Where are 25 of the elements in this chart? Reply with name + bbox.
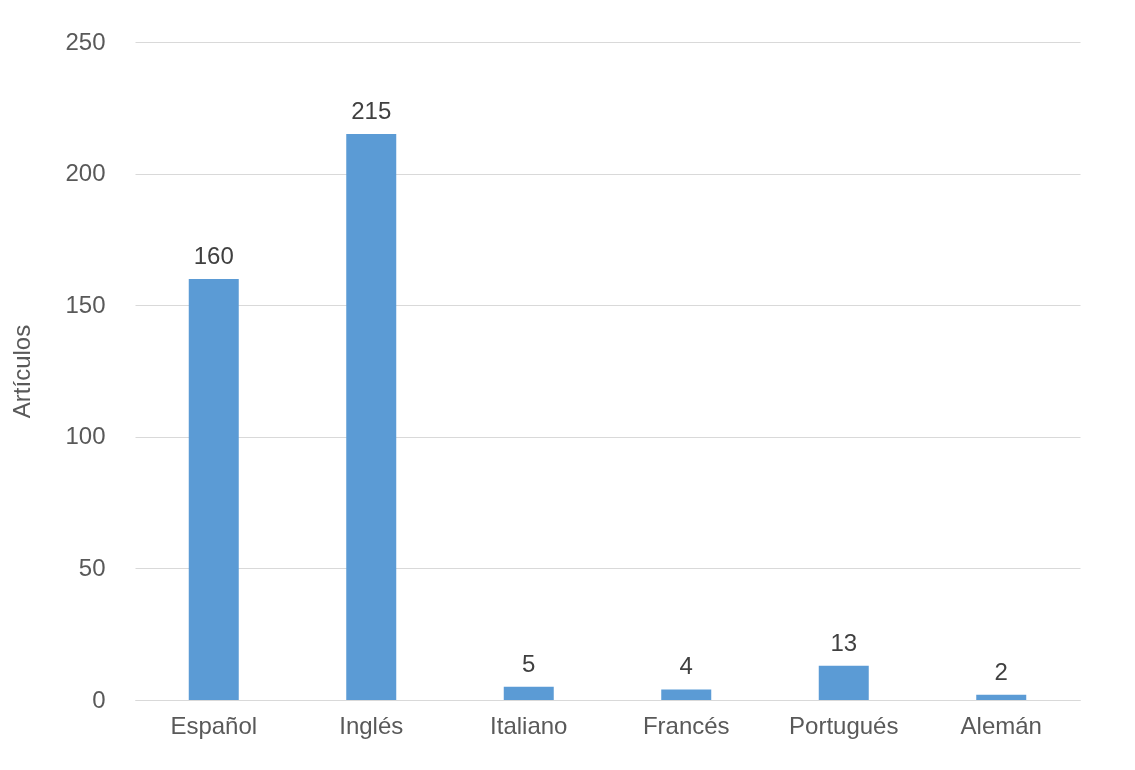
bar xyxy=(503,686,554,700)
data-label: 2 xyxy=(994,657,1008,685)
data-label: 215 xyxy=(351,97,392,125)
x-tick-label: Portugués xyxy=(789,711,899,739)
bar xyxy=(976,694,1027,700)
y-axis-title: Artículos xyxy=(8,324,36,419)
x-tick-label: Inglés xyxy=(339,711,404,739)
x-tick-label: Alemán xyxy=(960,711,1042,739)
bar xyxy=(346,134,397,700)
data-label: 160 xyxy=(193,241,234,269)
bar xyxy=(661,689,712,700)
y-tick-label: 0 xyxy=(92,685,106,713)
x-tick-label: Italiano xyxy=(490,711,568,739)
data-label: 13 xyxy=(830,628,858,656)
y-tick-label: 250 xyxy=(65,27,106,55)
bar xyxy=(188,278,239,700)
data-label: 4 xyxy=(679,652,693,680)
bar xyxy=(818,665,869,700)
y-tick-label: 50 xyxy=(78,553,106,581)
y-tick-label: 150 xyxy=(65,290,106,318)
data-label: 5 xyxy=(522,649,536,677)
x-tick-label: Español xyxy=(170,711,258,739)
y-tick-label: 100 xyxy=(65,422,106,450)
y-tick-label: 200 xyxy=(65,159,106,187)
x-tick-label: Francés xyxy=(642,711,730,739)
